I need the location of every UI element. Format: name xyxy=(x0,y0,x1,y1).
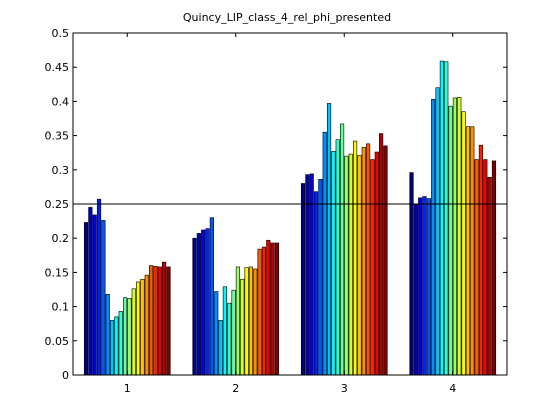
bar xyxy=(444,61,449,376)
bar xyxy=(452,97,458,376)
bar xyxy=(322,131,327,376)
bar xyxy=(313,191,319,376)
bar xyxy=(83,222,89,376)
bar xyxy=(331,151,336,376)
bar xyxy=(127,298,132,376)
bar xyxy=(235,266,240,376)
bar xyxy=(205,228,210,376)
bar xyxy=(326,103,332,376)
bar xyxy=(383,145,388,376)
x-tick-label: 1 xyxy=(124,382,131,395)
bar xyxy=(209,217,214,376)
x-tick-label: 4 xyxy=(449,382,456,395)
bar xyxy=(157,266,162,376)
chart-title: Quincy_LIP_class_4_rel_phi_presented xyxy=(183,11,391,24)
y-tick-label: 0.2 xyxy=(52,232,70,245)
y-tick-label: 0 xyxy=(62,369,69,382)
bar xyxy=(426,198,431,376)
y-tick-label: 0.25 xyxy=(45,198,70,211)
bar xyxy=(214,291,219,376)
bar xyxy=(96,198,102,376)
bar xyxy=(257,248,262,376)
bar xyxy=(448,105,453,376)
bar xyxy=(114,316,119,376)
bar xyxy=(300,183,306,376)
bar xyxy=(222,286,227,376)
bar xyxy=(92,214,97,376)
bar xyxy=(105,293,110,376)
bar xyxy=(131,288,136,376)
bar xyxy=(192,237,197,376)
bar xyxy=(266,239,271,376)
bar xyxy=(374,151,379,376)
bar xyxy=(348,153,353,376)
bar xyxy=(422,196,427,376)
bar xyxy=(101,220,106,376)
bar xyxy=(123,297,128,376)
bar xyxy=(162,261,167,376)
bar xyxy=(487,177,492,376)
bar xyxy=(409,172,414,376)
bar xyxy=(431,99,436,376)
bar xyxy=(274,242,280,376)
y-tick-label: 0.35 xyxy=(45,130,70,143)
bar xyxy=(305,174,310,376)
y-tick-label: 0.4 xyxy=(52,95,70,108)
bar xyxy=(118,311,123,376)
bar xyxy=(439,60,444,376)
bar xyxy=(244,267,249,376)
bar xyxy=(140,278,145,376)
bar xyxy=(435,87,440,376)
bar xyxy=(218,319,223,376)
bar xyxy=(413,203,418,376)
bar xyxy=(318,179,323,376)
bar xyxy=(227,302,232,376)
bar xyxy=(153,265,158,376)
bar xyxy=(144,274,149,376)
bar xyxy=(344,155,349,376)
bar xyxy=(240,278,245,376)
bar xyxy=(483,159,488,376)
bar xyxy=(261,246,267,376)
bar xyxy=(109,319,115,376)
bar xyxy=(470,126,475,376)
bar xyxy=(335,139,340,376)
bar xyxy=(366,143,371,376)
x-tick-label: 3 xyxy=(341,382,348,395)
bar xyxy=(370,159,375,376)
bar xyxy=(461,111,466,376)
y-axis-ticks: 0 0.05 0.1 0.15 0.2 0.25 0.3 0.35 0.4 0.45 0.5 xyxy=(45,27,507,382)
bar xyxy=(136,281,141,376)
bar xyxy=(361,146,366,376)
y-tick-label: 0.3 xyxy=(52,164,70,177)
y-tick-label: 0.45 xyxy=(45,61,70,74)
bar xyxy=(457,97,462,376)
bar xyxy=(357,155,362,376)
bar xyxy=(491,160,497,376)
bars-layer xyxy=(83,60,497,376)
x-tick-label: 2 xyxy=(232,382,239,395)
bar xyxy=(270,242,275,376)
bar xyxy=(231,289,236,376)
bar xyxy=(478,144,484,376)
bar xyxy=(353,140,358,376)
y-tick-label: 0.1 xyxy=(52,301,70,314)
bar xyxy=(379,133,384,376)
bar xyxy=(149,265,154,376)
bar xyxy=(166,266,171,376)
bar xyxy=(88,207,93,376)
bar xyxy=(339,123,345,376)
bar xyxy=(474,159,479,376)
y-tick-label: 0.5 xyxy=(52,27,70,40)
bar xyxy=(196,233,201,376)
bar xyxy=(248,266,254,376)
bar xyxy=(201,229,206,376)
y-tick-label: 0.15 xyxy=(45,266,70,279)
bar xyxy=(418,197,423,376)
bar xyxy=(465,126,471,376)
x-axis-ticks: 1 2 3 4 xyxy=(124,33,456,395)
bar xyxy=(253,268,258,376)
y-tick-label: 0.05 xyxy=(45,335,70,348)
